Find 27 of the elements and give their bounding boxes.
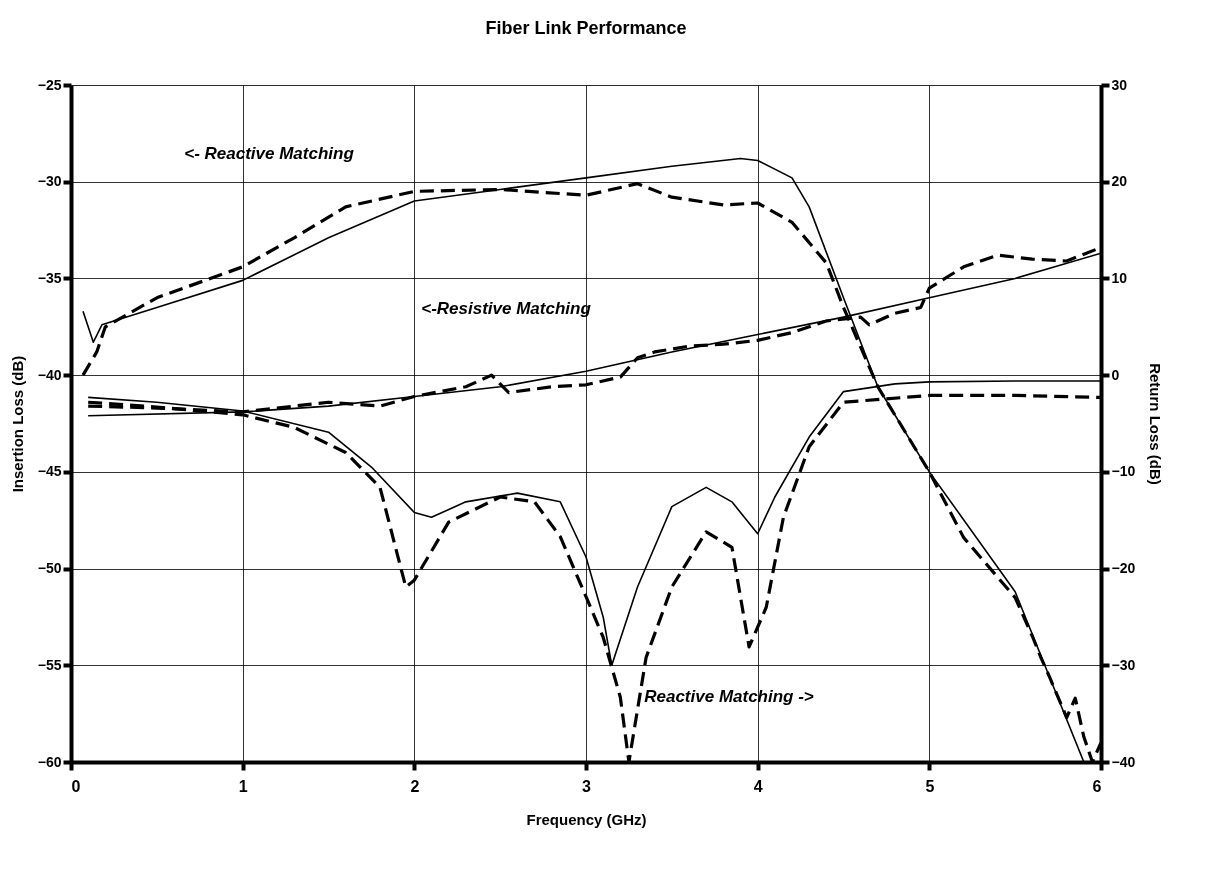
y-tick-label: −45: [37, 463, 62, 480]
y2-tick-label: −20: [1111, 560, 1136, 577]
x-tick-label: 4: [753, 777, 763, 795]
x-tick-label: 3: [582, 777, 592, 795]
y2-tick-label: 30: [1111, 76, 1128, 93]
y-tick-label: −30: [37, 173, 62, 190]
y2-tick-label: −40: [1111, 753, 1136, 770]
y2-tick-label: −30: [1111, 656, 1136, 673]
x-tick-label: 0: [71, 777, 81, 795]
y2-tick-label: 20: [1111, 173, 1128, 190]
y-tick-label: −60: [37, 753, 62, 770]
y2-tick-label: 10: [1111, 269, 1128, 286]
y2-axis-title: Return Loss (dB): [1147, 363, 1165, 485]
y-tick-label: −50: [37, 560, 62, 577]
y-tick-label: −35: [37, 269, 62, 286]
y-tick-label: −25: [37, 76, 62, 93]
x-tick-label: 5: [925, 777, 935, 795]
chart-title: Fiber Link Performance: [485, 18, 687, 38]
x-tick-label: 1: [238, 777, 248, 795]
y-tick-label: −40: [37, 366, 62, 383]
x-tick-label: 6: [1092, 777, 1102, 795]
y2-tick-label: 0: [1111, 366, 1120, 383]
y-tick-label: −55: [37, 656, 62, 673]
x-tick-label: 2: [410, 777, 420, 795]
y2-tick-label: −10: [1111, 463, 1136, 480]
x-axis-title: Frequency (GHz): [526, 810, 647, 828]
y-axis-title: Insertion Loss (dB): [8, 355, 26, 493]
